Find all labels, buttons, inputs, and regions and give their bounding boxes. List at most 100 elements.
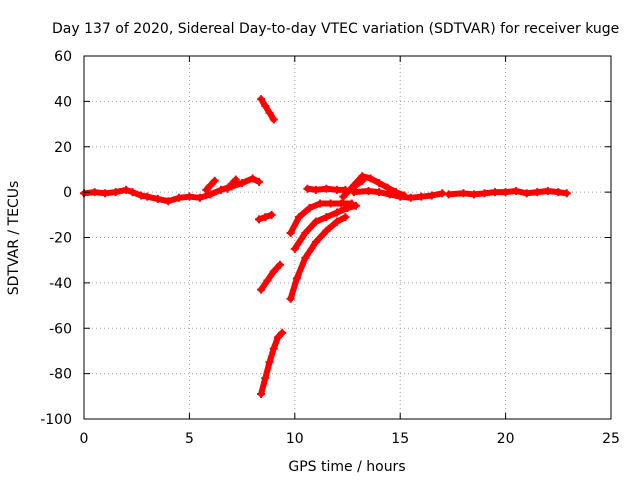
data-point xyxy=(257,390,266,399)
data-point xyxy=(286,228,295,237)
series xyxy=(286,213,350,303)
data-point xyxy=(263,276,272,285)
series xyxy=(257,95,278,124)
y-tick-label: -60 xyxy=(49,321,72,337)
data-point xyxy=(385,190,394,199)
data-point xyxy=(396,192,405,201)
data-point xyxy=(265,108,274,117)
data-point xyxy=(522,189,531,198)
data-point xyxy=(261,374,270,383)
data-point xyxy=(254,215,263,224)
data-point xyxy=(295,213,304,222)
data-point xyxy=(257,285,266,294)
series-line xyxy=(258,96,277,123)
series-line xyxy=(258,261,283,293)
data-point xyxy=(265,358,274,367)
data-point xyxy=(90,188,99,197)
data-point xyxy=(512,186,521,195)
data-point xyxy=(301,253,310,262)
data-point xyxy=(438,189,447,198)
data-point xyxy=(543,186,552,195)
data-point xyxy=(238,179,247,188)
data-point xyxy=(469,190,478,199)
data-point xyxy=(332,185,341,194)
data-point xyxy=(358,172,367,181)
data-point xyxy=(444,190,453,199)
y-tick-label: 40 xyxy=(54,94,72,110)
data-point xyxy=(326,199,335,208)
data-point xyxy=(427,191,436,200)
data-point xyxy=(269,115,278,124)
x-tick-label: 0 xyxy=(80,431,89,447)
series xyxy=(290,201,360,253)
data-point xyxy=(322,226,331,235)
data-point xyxy=(339,192,348,201)
data-layer xyxy=(80,95,571,399)
data-point xyxy=(101,189,110,198)
data-point xyxy=(153,194,162,203)
data-point xyxy=(206,190,215,199)
data-point xyxy=(417,192,426,201)
data-point xyxy=(185,192,194,201)
data-point xyxy=(269,267,278,276)
y-tick-label: -100 xyxy=(40,412,72,428)
data-point xyxy=(311,217,320,226)
data-point xyxy=(375,179,384,188)
data-point xyxy=(347,199,356,208)
data-point xyxy=(273,333,282,342)
data-point xyxy=(257,95,266,104)
series xyxy=(257,260,285,294)
series xyxy=(444,186,571,199)
data-point xyxy=(269,344,278,353)
y-tick-label: 60 xyxy=(54,49,72,65)
y-tick-label: -20 xyxy=(49,231,72,247)
data-point xyxy=(227,180,236,189)
data-point xyxy=(301,228,310,237)
data-point xyxy=(311,238,320,247)
data-point xyxy=(267,210,276,219)
data-point xyxy=(217,185,226,194)
data-point xyxy=(375,188,384,197)
data-point xyxy=(406,193,415,202)
data-point xyxy=(210,176,219,185)
series-line xyxy=(287,214,349,302)
y-tick-label: 20 xyxy=(54,140,72,156)
data-point xyxy=(459,189,468,198)
data-point xyxy=(206,181,215,190)
x-tick-label: 5 xyxy=(185,431,194,447)
data-point xyxy=(122,185,131,194)
data-point xyxy=(223,184,232,193)
y-axis-title: SDTVAR / TECUs xyxy=(6,181,22,296)
x-tick-label: 10 xyxy=(286,431,304,447)
data-point xyxy=(349,181,358,190)
data-point xyxy=(533,188,542,197)
data-point xyxy=(276,260,285,269)
data-point xyxy=(305,204,314,213)
x-tick-label: 25 xyxy=(602,431,620,447)
data-point xyxy=(128,188,137,197)
y-tick-label: -40 xyxy=(49,276,72,292)
data-point xyxy=(337,199,346,208)
data-point xyxy=(341,185,350,194)
data-point xyxy=(231,175,240,184)
y-tick-label: -80 xyxy=(49,367,72,383)
data-point xyxy=(311,185,320,194)
data-point xyxy=(111,188,120,197)
series-line xyxy=(258,329,286,397)
plot-border xyxy=(83,55,612,420)
data-point xyxy=(292,274,301,283)
data-point xyxy=(332,208,341,217)
data-point xyxy=(174,193,183,202)
data-point xyxy=(143,192,152,201)
data-point xyxy=(195,193,204,202)
series xyxy=(349,186,447,202)
grid xyxy=(84,56,611,419)
ticks: 0 5 10 15 20 25 -100 -80 -60 -40 -20 0 20 40 60 xyxy=(40,49,620,447)
data-point xyxy=(254,177,263,186)
data-point xyxy=(322,213,331,222)
series xyxy=(254,210,276,224)
chart-title: Day 137 of 2020, Sidereal Day-to-day VTE… xyxy=(52,21,619,37)
data-point xyxy=(278,328,287,337)
data-point xyxy=(290,244,299,253)
